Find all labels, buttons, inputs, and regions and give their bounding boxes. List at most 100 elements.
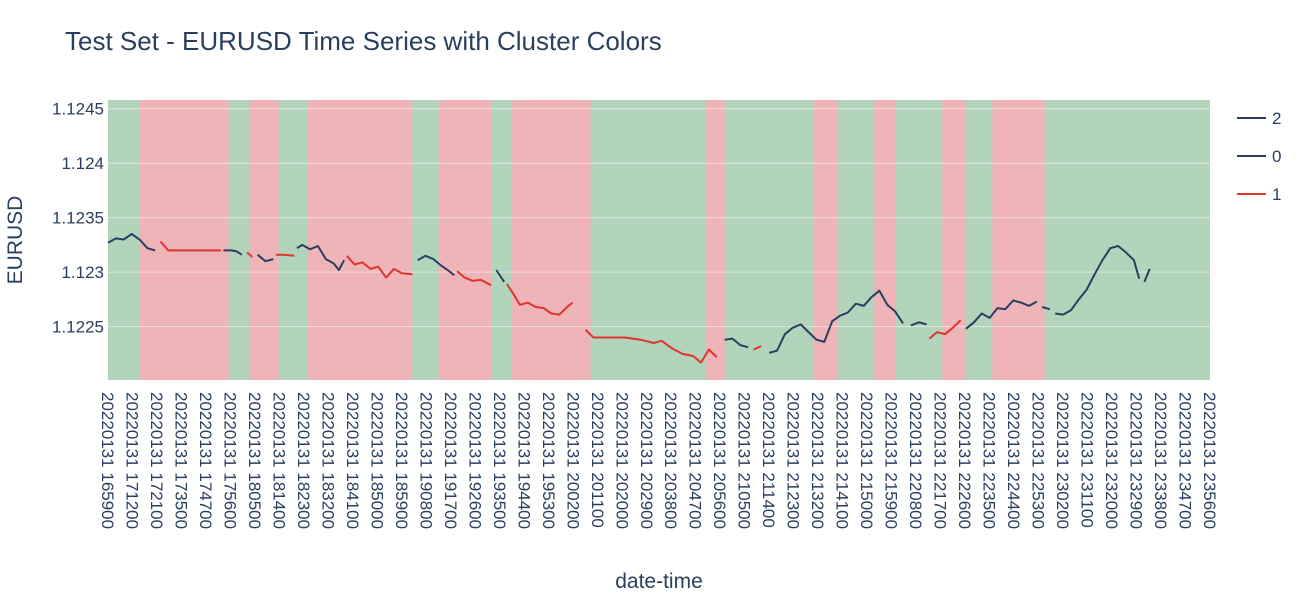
x-tick-label: 20220131 215900 — [882, 392, 901, 529]
x-tick-label: 20220131 222600 — [955, 392, 974, 529]
x-tick-label: 20220131 233800 — [1151, 392, 1170, 529]
x-tick-label: 20220131 202000 — [612, 392, 631, 529]
series-line-1 — [505, 283, 574, 316]
series-line-1 — [275, 253, 295, 257]
x-tick-label: 20220131 235600 — [1200, 392, 1219, 529]
x-tick-label: 20220131 225300 — [1029, 392, 1048, 529]
cluster-band — [307, 100, 413, 380]
series-line-0 — [910, 321, 927, 327]
x-tick-label: 20220131 212300 — [784, 392, 803, 529]
cluster-band — [724, 100, 754, 380]
legend-label: 1 — [1272, 185, 1281, 204]
x-tick-label: 20220131 193500 — [490, 392, 509, 529]
series-line-0 — [724, 337, 749, 349]
x-tick-label: 20220131 180500 — [245, 392, 264, 529]
x-tick-label: 20220131 211400 — [759, 392, 778, 528]
cluster-band — [813, 100, 838, 380]
series-line-0 — [223, 249, 243, 256]
series-line-0 — [1143, 268, 1151, 283]
cluster-band — [942, 100, 966, 380]
cluster-band — [895, 100, 943, 380]
cluster-band — [1076, 100, 1210, 380]
series-lines — [107, 233, 1151, 364]
x-tick-label: 20220131 185000 — [367, 392, 386, 529]
x-tick-label: 20220131 182300 — [294, 392, 313, 529]
cluster-band — [753, 100, 814, 380]
x-tick-label: 20220131 232000 — [1102, 392, 1121, 529]
x-tick-label: 20220131 202900 — [637, 392, 656, 529]
x-axis-ticks: 20220131 165900 20220131 171200 20220131 1… — [98, 392, 1219, 529]
chart-title: Test Set - EURUSD Time Series with Clust… — [65, 26, 662, 56]
plot-background-bands — [108, 100, 1210, 380]
x-tick-label: 20220131 210500 — [735, 392, 754, 529]
cluster-band — [249, 100, 279, 380]
x-tick-label: 20220131 175600 — [220, 392, 239, 529]
cluster-band — [1044, 100, 1077, 380]
x-tick-label: 20220131 195300 — [539, 392, 558, 529]
cluster-band — [590, 100, 618, 380]
x-tick-label: 20220131 234700 — [1176, 392, 1195, 529]
cluster-band — [965, 100, 993, 380]
cluster-band — [845, 100, 875, 380]
y-tick-label: 1.1235 — [52, 209, 104, 228]
x-tick-label: 20220131 173500 — [171, 392, 190, 529]
x-tick-label: 20220131 171200 — [122, 392, 141, 529]
x-tick-label: 20220131 214100 — [833, 392, 852, 529]
series-line-0 — [417, 254, 455, 277]
x-tick-label: 20220131 223500 — [980, 392, 999, 529]
cluster-band — [139, 100, 229, 380]
legend: 2 0 1 — [1237, 109, 1281, 204]
x-tick-label: 20220131 231100 — [1078, 392, 1097, 528]
x-tick-label: 20220131 215000 — [857, 392, 876, 529]
x-tick-label: 20220131 174700 — [196, 392, 215, 529]
y-tick-label: 1.124 — [61, 154, 104, 173]
x-tick-label: 20220131 224400 — [1004, 392, 1023, 529]
series-line-0 — [296, 243, 345, 271]
cluster-band — [874, 100, 896, 380]
cluster-band — [278, 100, 308, 380]
series-line-1 — [456, 270, 492, 287]
cluster-band — [491, 100, 513, 380]
series-line-0 — [1041, 306, 1051, 311]
series-line-1 — [928, 319, 962, 340]
legend-label: 0 — [1272, 147, 1281, 166]
series-line-1 — [159, 240, 221, 252]
gridlines — [108, 108, 1210, 328]
x-tick-label: 20220131 190800 — [416, 392, 435, 529]
x-tick-label: 20220131 203800 — [661, 392, 680, 529]
legend-label: 2 — [1272, 109, 1281, 128]
x-tick-label: 20220131 221700 — [931, 392, 950, 529]
series-line-1 — [346, 255, 413, 279]
cluster-band — [228, 100, 250, 380]
x-tick-label: 20220131 232900 — [1127, 392, 1146, 529]
cluster-band — [992, 100, 1045, 380]
x-tick-label: 20220131 185900 — [392, 392, 411, 529]
cluster-band — [837, 100, 846, 380]
cluster-band — [512, 100, 591, 380]
x-tick-label: 20220131 200200 — [563, 392, 582, 529]
series-line-0 — [495, 269, 506, 283]
x-tick-label: 20220131 184100 — [343, 392, 362, 529]
cluster-band — [412, 100, 439, 380]
x-tick-label: 20220131 205600 — [710, 392, 729, 529]
x-tick-label: 20220131 165900 — [98, 392, 117, 529]
x-axis-title: date-time — [615, 570, 703, 593]
y-tick-label: 1.1245 — [52, 100, 104, 119]
x-tick-label: 20220131 181400 — [269, 392, 288, 529]
y-tick-label: 1.123 — [61, 263, 104, 282]
series-line-1 — [246, 251, 253, 258]
x-tick-label: 20220131 172100 — [147, 392, 166, 529]
cluster-band — [706, 100, 725, 380]
series-line-0 — [768, 289, 904, 354]
series-line-0 — [965, 299, 1038, 330]
y-axis-ticks: 1.1225 1.123 1.1235 1.124 1.1245 — [52, 100, 104, 337]
x-tick-label: 20220131 191700 — [441, 392, 460, 529]
x-tick-label: 20220131 194400 — [514, 392, 533, 529]
y-axis-title: EURUSD — [4, 196, 27, 285]
x-tick-label: 20220131 220800 — [906, 392, 925, 529]
cluster-band — [438, 100, 492, 380]
x-tick-label: 20220131 204700 — [686, 392, 705, 529]
x-tick-label: 20220131 230200 — [1053, 392, 1072, 529]
x-tick-label: 20220131 192600 — [465, 392, 484, 529]
x-tick-label: 20220131 201100 — [588, 392, 607, 528]
